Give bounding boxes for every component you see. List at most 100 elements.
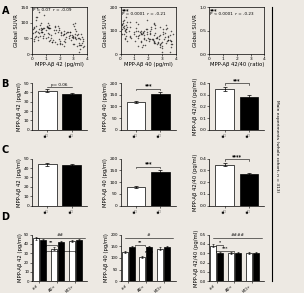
- Point: [32, 24, 37, 29]
- Point: [247, 98, 252, 103]
- Point: [151, 37, 156, 42]
- Bar: [228, 253, 234, 281]
- Bar: [147, 247, 152, 281]
- Point: [226, 98, 231, 103]
- Point: [161, 30, 165, 35]
- Bar: [62, 94, 81, 130]
- Point: [137, 30, 142, 35]
- Point: [169, 41, 174, 46]
- Point: [36, 10, 41, 15]
- Point: [244, 98, 249, 103]
- Point: [232, 98, 237, 103]
- Point: [31, 39, 36, 44]
- Point: [122, 24, 126, 29]
- Point: [254, 98, 258, 103]
- Point: [224, 98, 229, 103]
- Y-axis label: MPP-Aβ 42/40 (pg/ml): MPP-Aβ 42/40 (pg/ml): [193, 154, 198, 211]
- Point: [213, 98, 218, 103]
- Point: [75, 33, 80, 38]
- Point: [36, 30, 41, 35]
- Point: [151, 39, 156, 44]
- Point: [32, 37, 37, 42]
- Text: ◆◇: ◆◇: [221, 132, 228, 139]
- Point: [216, 98, 221, 103]
- Bar: [215, 89, 234, 130]
- Bar: [129, 247, 135, 281]
- Point: [158, 42, 163, 47]
- Point: [47, 25, 52, 30]
- Bar: [58, 242, 64, 281]
- Point: [234, 98, 239, 103]
- Point: [168, 39, 173, 44]
- Point: [158, 25, 163, 30]
- Point: [256, 98, 261, 103]
- Point: [141, 35, 146, 40]
- Point: [39, 28, 44, 33]
- Bar: [235, 253, 241, 281]
- Point: [165, 38, 170, 43]
- Point: [41, 13, 46, 17]
- Point: [120, 31, 125, 36]
- Text: P < 0.0001  r = -0.23: P < 0.0001 r = -0.23: [210, 11, 254, 16]
- Point: [47, 26, 52, 30]
- Point: [40, 30, 44, 34]
- Point: [143, 26, 148, 31]
- Point: [147, 32, 152, 36]
- Point: [166, 35, 171, 40]
- Point: [128, 35, 133, 40]
- Point: [227, 98, 232, 103]
- Point: [125, 20, 130, 25]
- Bar: [210, 246, 216, 281]
- Point: [246, 98, 251, 103]
- Bar: [164, 247, 170, 281]
- Point: [259, 98, 264, 103]
- Point: [155, 40, 160, 45]
- Point: [152, 22, 157, 27]
- Point: [143, 42, 147, 47]
- Text: **: **: [58, 247, 62, 251]
- Y-axis label: MPP-Aβ 40 (pg/ml): MPP-Aβ 40 (pg/ml): [103, 158, 108, 207]
- Y-axis label: MPP-Aβ 42 (pg/ml): MPP-Aβ 42 (pg/ml): [17, 82, 22, 131]
- Point: [238, 98, 243, 103]
- Point: [152, 40, 157, 45]
- X-axis label: MPP-Aβ 42 (pg/ml): MPP-Aβ 42 (pg/ml): [35, 62, 84, 67]
- Bar: [76, 240, 81, 281]
- Point: [73, 36, 78, 41]
- Point: [73, 29, 78, 34]
- Point: [35, 15, 40, 20]
- Point: [258, 98, 263, 103]
- Point: [133, 20, 138, 24]
- Point: [145, 30, 150, 35]
- Point: [218, 98, 223, 103]
- Point: [226, 98, 231, 103]
- Point: [57, 38, 62, 43]
- Point: [163, 27, 168, 32]
- Point: [242, 98, 247, 103]
- Point: [254, 98, 259, 103]
- Point: [157, 34, 161, 38]
- Text: ◆◇: ◆◇: [68, 208, 75, 215]
- Point: [33, 30, 37, 35]
- Point: [142, 33, 147, 37]
- Point: [257, 98, 262, 103]
- Point: [152, 26, 157, 31]
- Point: [221, 98, 226, 103]
- Point: [230, 98, 235, 103]
- Text: ◆◇: ◆◇: [68, 132, 75, 139]
- Point: [160, 44, 165, 49]
- Bar: [240, 174, 258, 206]
- Point: [133, 29, 138, 34]
- Point: [166, 33, 171, 38]
- Point: [37, 34, 42, 39]
- Point: [47, 23, 51, 28]
- Point: [220, 98, 225, 103]
- Point: [230, 98, 235, 103]
- Point: [213, 98, 218, 103]
- Point: [158, 45, 163, 49]
- Text: ####: ####: [230, 233, 244, 237]
- Point: [70, 34, 74, 39]
- Point: [153, 31, 158, 36]
- Text: ***: ***: [222, 247, 228, 251]
- Point: [40, 30, 45, 35]
- Point: [46, 30, 51, 35]
